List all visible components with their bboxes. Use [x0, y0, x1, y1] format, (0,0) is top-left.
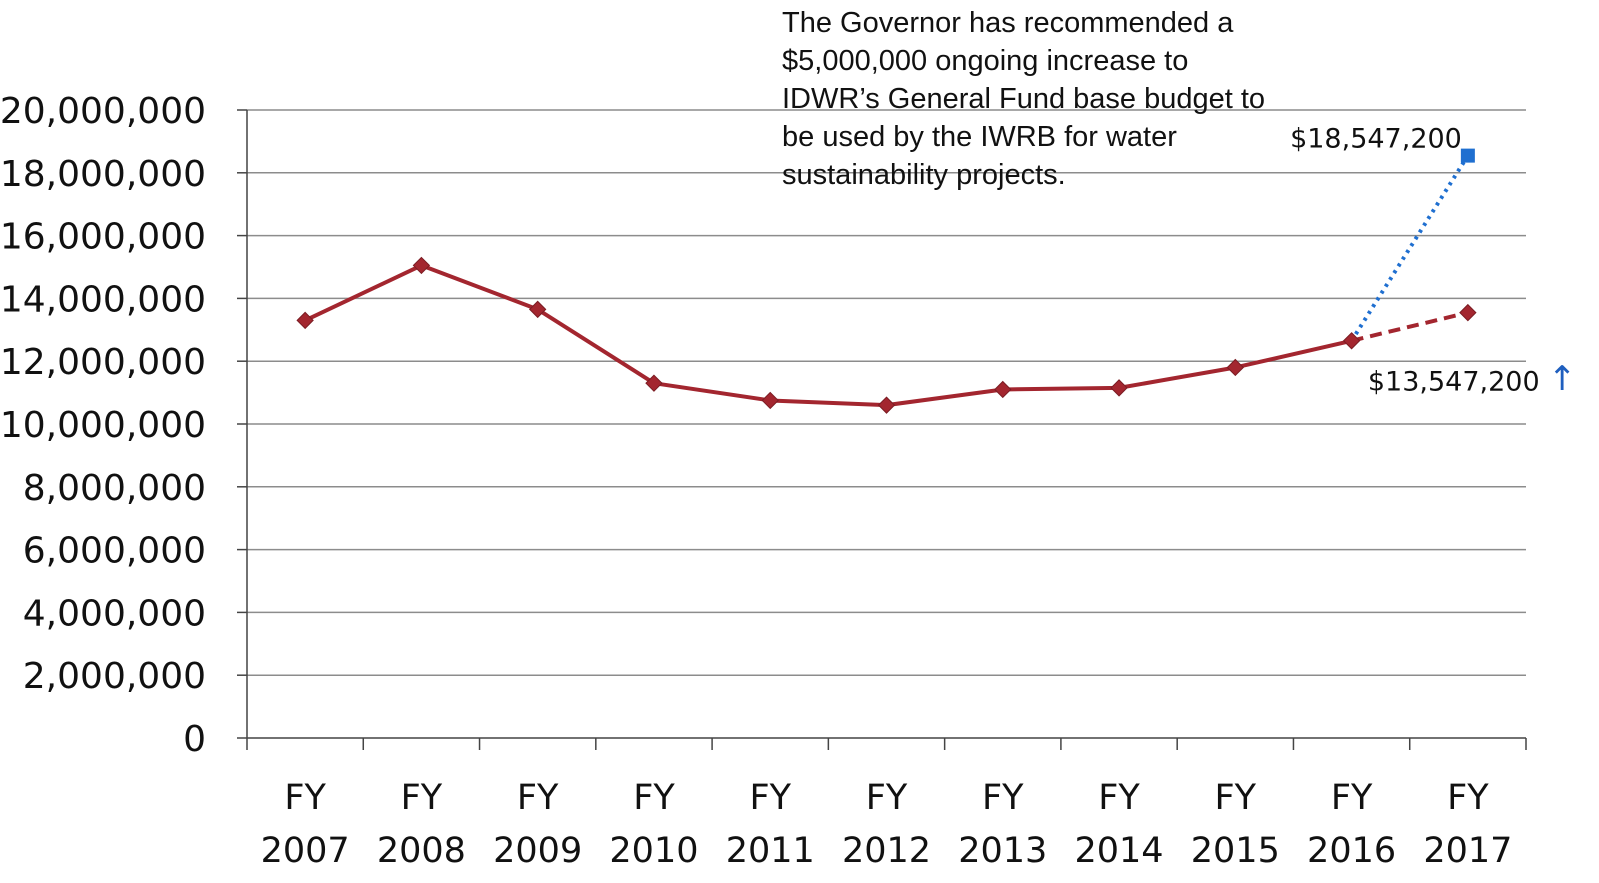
x-tick-label-line2: 2013 — [958, 831, 1047, 871]
x-tick-label-line2: 2007 — [261, 831, 350, 871]
y-tick-label: 0 — [183, 719, 206, 760]
data-point — [1342, 332, 1361, 350]
x-tick-label-line1: FY — [1447, 778, 1489, 818]
data-point — [528, 300, 547, 319]
y-axis-tick-labels: 0 2,000,000 4,000,000 6,000,000 8,000,000 10,… — [0, 91, 206, 760]
x-tick-label-line1: FY — [1098, 778, 1140, 818]
y-tick-label: 12,000,000 — [0, 342, 206, 383]
data-point — [412, 256, 431, 275]
data-point — [994, 380, 1012, 399]
up-arrow-icon: ↑ — [1548, 359, 1577, 399]
x-tick-label-line2: 2017 — [1423, 831, 1512, 871]
data-label: $18,547,200 — [1290, 124, 1462, 155]
data-point — [1460, 148, 1475, 163]
axes — [237, 109, 1527, 750]
governor-annotation: The Governor has recommended a $5,000,00… — [782, 4, 1342, 194]
annotation-line: IDWR’s General Fund base budget to — [782, 83, 1266, 115]
y-tick-label: 16,000,000 — [0, 217, 206, 258]
x-tick-label-line1: FY — [401, 778, 443, 818]
annotation-line: The Governor has recommended a — [782, 7, 1234, 39]
data-point — [761, 391, 779, 410]
series-line-dotted — [1349, 154, 1470, 342]
x-tick-label-line1: FY — [517, 778, 559, 818]
data-labels: $18,547,200 $13,547,200 — [1290, 124, 1540, 398]
x-tick-label-line1: FY — [1331, 778, 1373, 818]
series-line-solid — [304, 263, 1353, 408]
y-tick-label: 4,000,000 — [23, 593, 206, 634]
data-point — [1110, 379, 1128, 397]
x-tick-label-line2: 2014 — [1075, 831, 1164, 871]
x-tick-label-line2: 2011 — [726, 831, 815, 871]
data-point — [877, 396, 896, 414]
x-tick-label-line1: FY — [284, 778, 326, 818]
annotation-line: $5,000,000 ongoing increase to — [782, 45, 1189, 77]
series-line-dashed — [1351, 310, 1469, 343]
data-point — [645, 374, 663, 392]
arrow-mark: ↑ — [1548, 359, 1577, 399]
x-tick-label-line1: FY — [866, 778, 908, 818]
x-tick-label-line2: 2015 — [1191, 831, 1280, 871]
y-tick-label: 10,000,000 — [0, 405, 206, 446]
data-label: $13,547,200 — [1368, 367, 1540, 398]
annotation-line: sustainability projects. — [782, 159, 1066, 191]
y-tick-label: 14,000,000 — [0, 279, 206, 320]
x-tick-label-line2: 2016 — [1307, 831, 1396, 871]
y-tick-label: 20,000,000 — [0, 91, 206, 132]
gridlines — [247, 109, 1526, 676]
x-tick-label-line1: FY — [633, 778, 675, 818]
data-point — [1459, 303, 1477, 322]
data-point — [296, 311, 314, 330]
series-lines — [304, 154, 1470, 408]
y-tick-label: 18,000,000 — [0, 154, 206, 195]
x-tick-label-line1: FY — [749, 778, 791, 818]
annotation-line: be used by the IWRB for water — [782, 121, 1177, 153]
x-axis-tick-labels: FY 2007 FY 2008 FY 2009 FY 2010 FY 2011 FY 2012 FY 20… — [261, 778, 1513, 871]
x-tick-label-line2: 2010 — [609, 831, 698, 871]
x-tick-label-line2: 2012 — [842, 831, 931, 871]
x-tick-label-line1: FY — [982, 778, 1024, 818]
series-markers — [296, 148, 1477, 414]
y-tick-label: 6,000,000 — [23, 531, 206, 572]
y-tick-label: 8,000,000 — [23, 468, 206, 509]
data-point — [1226, 358, 1245, 377]
x-tick-label-line1: FY — [1215, 778, 1257, 818]
x-tick-label-line2: 2009 — [493, 831, 582, 871]
y-tick-label: 2,000,000 — [23, 656, 206, 697]
x-tick-label-line2: 2008 — [377, 831, 466, 871]
